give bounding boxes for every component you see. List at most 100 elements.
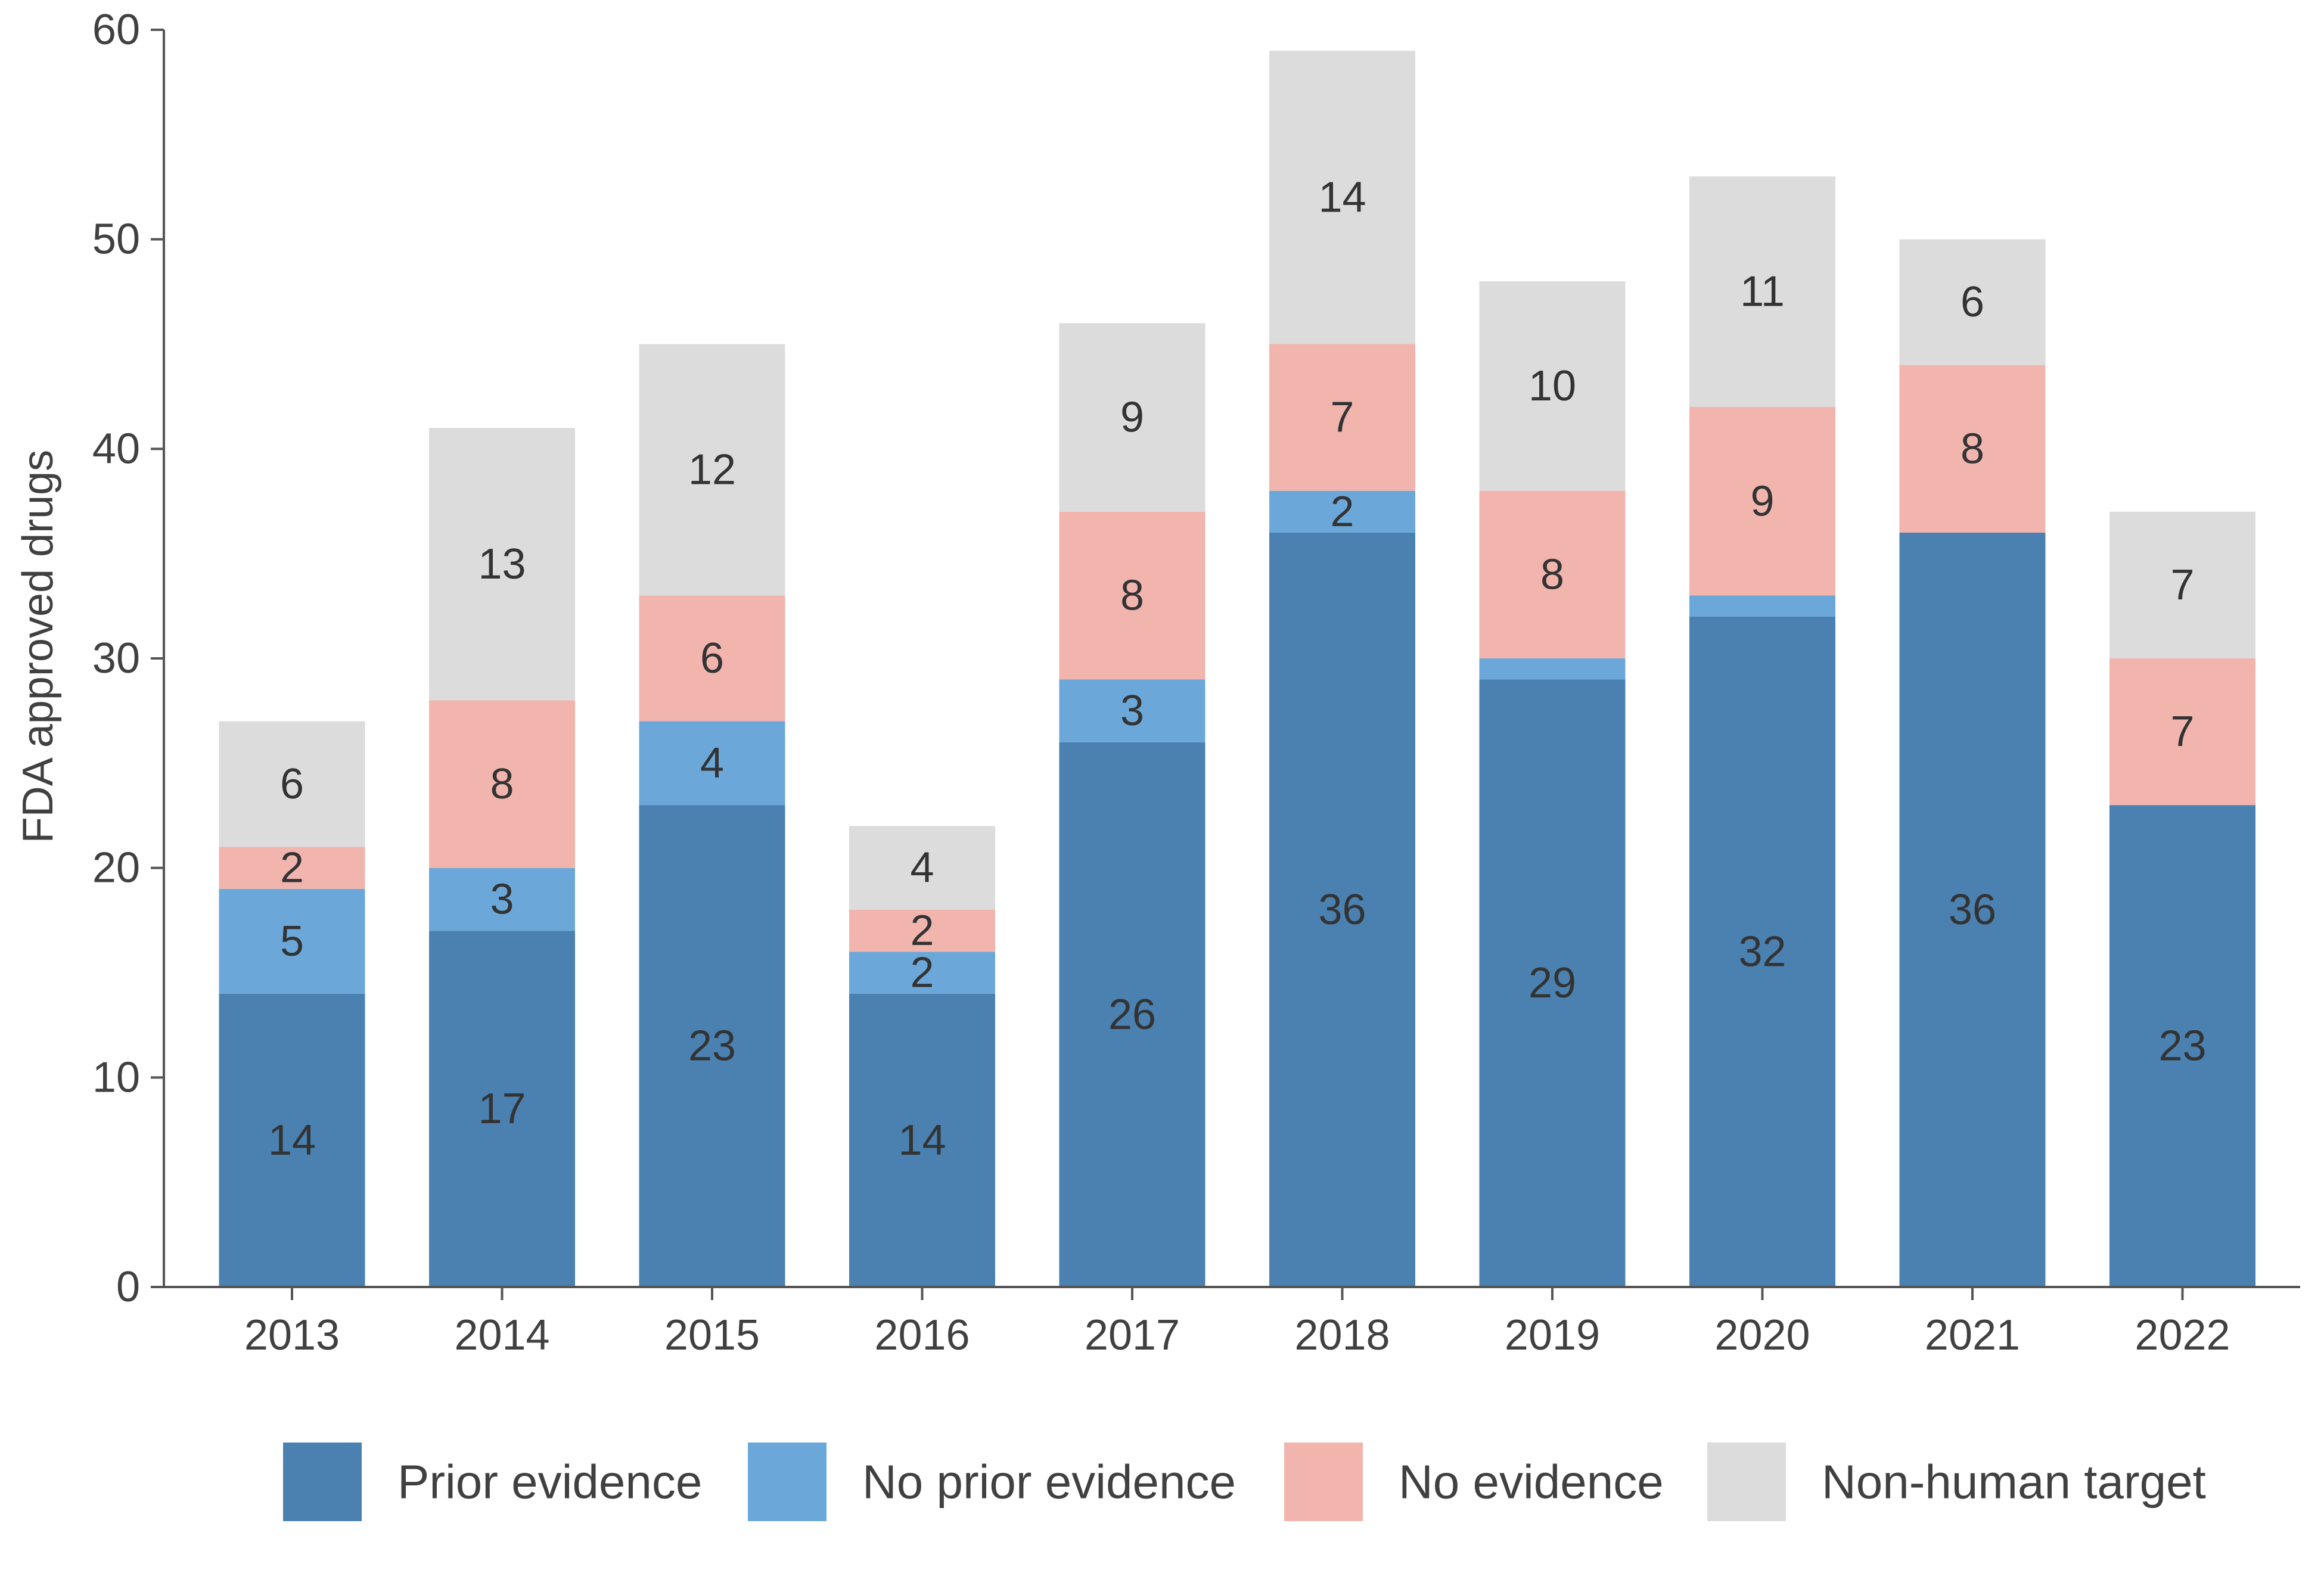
bar-segment bbox=[1899, 239, 2046, 365]
bar-segment bbox=[429, 428, 575, 701]
data-labels-layer: 1452617381323461214224263893627142981032… bbox=[268, 173, 2207, 1164]
bar-segment bbox=[1899, 365, 2046, 533]
x-tick-label: 2019 bbox=[1505, 1311, 1600, 1359]
bar-segment bbox=[1689, 176, 1835, 407]
bar-segment bbox=[639, 595, 785, 722]
legend-item: Non-human target bbox=[1707, 1443, 2206, 1521]
bar-segment bbox=[219, 993, 365, 1287]
legend-item: No prior evidence bbox=[748, 1443, 1236, 1521]
legend-swatch bbox=[748, 1443, 827, 1521]
legend-label: No evidence bbox=[1399, 1456, 1664, 1509]
bar-segment bbox=[429, 868, 575, 931]
data-label: 14 bbox=[268, 1117, 316, 1164]
bar-segment bbox=[1479, 490, 1626, 658]
bar-segment bbox=[849, 826, 995, 910]
bar-segment bbox=[1269, 344, 1415, 491]
data-label: 3 bbox=[1120, 687, 1144, 735]
bar-segment bbox=[1059, 742, 1206, 1287]
data-label: 2 bbox=[910, 949, 934, 997]
legend-swatch bbox=[1707, 1443, 1786, 1521]
bar-segment bbox=[1899, 533, 2046, 1287]
data-label: 36 bbox=[1318, 886, 1366, 934]
data-label: 7 bbox=[2170, 561, 2194, 609]
legend-label: Prior evidence bbox=[397, 1456, 702, 1509]
bar-segment bbox=[1689, 407, 1835, 596]
y-tick-label: 20 bbox=[92, 844, 140, 892]
bar-segment bbox=[1689, 595, 1835, 617]
legend-item: Prior evidence bbox=[283, 1443, 702, 1521]
data-label: 14 bbox=[1318, 173, 1366, 221]
data-label: 8 bbox=[1540, 551, 1564, 598]
data-label: 6 bbox=[280, 760, 304, 808]
x-tick-label: 2020 bbox=[1714, 1311, 1810, 1359]
bar-segment bbox=[219, 721, 365, 847]
bar-segment bbox=[219, 847, 365, 889]
data-label: 14 bbox=[898, 1117, 946, 1164]
bar-segment bbox=[2109, 658, 2255, 806]
y-tick-label: 0 bbox=[116, 1263, 140, 1311]
bar-segment bbox=[849, 952, 995, 994]
y-tick-label: 10 bbox=[92, 1053, 140, 1101]
data-label: 11 bbox=[1740, 268, 1785, 316]
data-label: 26 bbox=[1108, 991, 1156, 1039]
legend: Prior evidence No prior evidence No eviden… bbox=[283, 1443, 2206, 1521]
data-label: 17 bbox=[478, 1085, 526, 1133]
data-label: 23 bbox=[2158, 1022, 2206, 1070]
x-tick-label: 2021 bbox=[1925, 1311, 2020, 1359]
data-label: 5 bbox=[280, 918, 304, 965]
data-label: 4 bbox=[910, 844, 934, 892]
bar-segment bbox=[1689, 616, 1835, 1287]
y-axis-ticks: 0 10 20 30 40 50 60 bbox=[92, 6, 164, 1311]
bar-segment bbox=[849, 910, 995, 952]
data-label: 3 bbox=[490, 875, 514, 923]
legend-swatch bbox=[283, 1443, 362, 1521]
y-tick-label: 50 bbox=[92, 216, 140, 263]
y-axis-label: FDA approved drugs bbox=[14, 450, 62, 843]
bar-segment bbox=[849, 993, 995, 1287]
bar-segment bbox=[1269, 533, 1415, 1287]
bar-segment bbox=[639, 805, 785, 1287]
data-label: 10 bbox=[1528, 362, 1576, 410]
data-label: 8 bbox=[1961, 425, 1984, 472]
bar-segment bbox=[429, 700, 575, 868]
legend-swatch bbox=[1284, 1443, 1363, 1521]
data-label: 12 bbox=[688, 446, 736, 494]
data-label: 7 bbox=[2170, 708, 2194, 756]
legend-item: No evidence bbox=[1284, 1443, 1664, 1521]
data-label: 2 bbox=[280, 844, 304, 892]
x-tick-label: 2015 bbox=[664, 1311, 760, 1359]
x-tick-label: 2022 bbox=[2135, 1311, 2230, 1359]
data-label: 36 bbox=[1949, 886, 1996, 934]
data-label: 6 bbox=[1961, 278, 1984, 326]
bar-segment bbox=[1479, 679, 1626, 1287]
data-label: 8 bbox=[490, 760, 514, 808]
data-label: 29 bbox=[1528, 959, 1576, 1007]
x-tick-label: 2017 bbox=[1085, 1311, 1180, 1359]
data-label: 2 bbox=[910, 907, 934, 955]
bar-segment bbox=[1269, 490, 1415, 533]
data-label: 23 bbox=[688, 1022, 736, 1070]
bar-segment bbox=[1059, 511, 1206, 680]
y-tick-label: 30 bbox=[92, 635, 140, 682]
data-label: 9 bbox=[1750, 477, 1774, 525]
data-label: 9 bbox=[1120, 394, 1144, 442]
x-tick-label: 2013 bbox=[244, 1311, 340, 1359]
bar-segment bbox=[1479, 281, 1626, 491]
bar-segment bbox=[1479, 658, 1626, 680]
bars-layer bbox=[219, 51, 2255, 1287]
bar-segment bbox=[219, 888, 365, 994]
bar-segment bbox=[1059, 679, 1206, 742]
x-axis-ticks: 2013 2014 2015 2016 2017 2018 2019 2020 2021 2022 bbox=[244, 1287, 2230, 1359]
legend-label: Non-human target bbox=[1822, 1456, 2206, 1509]
data-label: 8 bbox=[1120, 572, 1144, 620]
bar-segment bbox=[1059, 323, 1206, 512]
x-tick-label: 2016 bbox=[874, 1311, 970, 1359]
bar-segment bbox=[639, 721, 785, 806]
legend-label: No prior evidence bbox=[862, 1456, 1236, 1509]
data-label: 7 bbox=[1330, 394, 1354, 442]
data-label: 2 bbox=[1330, 488, 1354, 536]
bar-segment bbox=[429, 931, 575, 1287]
y-tick-label: 40 bbox=[92, 425, 140, 472]
bar-segment bbox=[2109, 511, 2255, 658]
